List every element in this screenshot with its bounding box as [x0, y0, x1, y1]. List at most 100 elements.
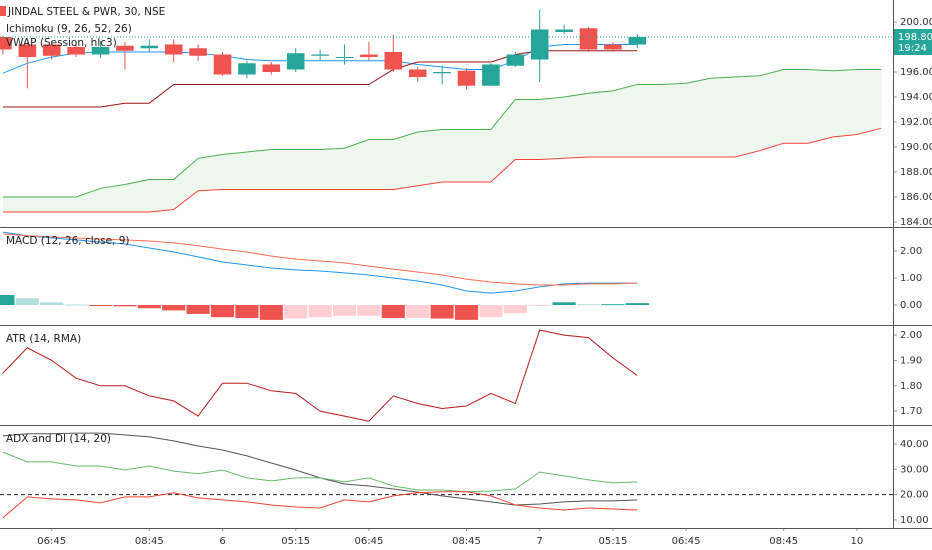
candle-body	[311, 54, 329, 56]
candle-body	[604, 44, 622, 50]
x-tick-label: 06:45	[672, 536, 701, 547]
y-tick-label: 1.80	[900, 381, 922, 392]
histogram-bar	[454, 305, 479, 320]
x-tick-label: 05:15	[281, 536, 310, 547]
candle-body	[140, 45, 159, 49]
panel-title: MACD (12, 26, close, 9)	[6, 235, 129, 247]
candle-body	[67, 47, 85, 55]
candle-body	[116, 45, 134, 51]
candle-body	[335, 57, 354, 58]
indicator-title: Ichimoku (9, 26, 52, 26)	[6, 23, 132, 35]
x-tick-label: 10	[851, 536, 864, 547]
y-tick-label: 200.00	[900, 17, 932, 28]
y-tick-label: 196.00	[900, 67, 932, 78]
candle-body	[189, 48, 207, 56]
histogram-bar	[528, 305, 552, 307]
x-tick-label: 06:45	[37, 536, 66, 547]
y-tick-label: 30.00	[900, 464, 929, 475]
histogram-bar	[479, 305, 503, 318]
candle-body	[360, 54, 378, 57]
histogram-bar	[576, 304, 601, 306]
cloud	[2, 69, 882, 212]
y-tick-label: 186.00	[900, 192, 932, 203]
line	[2, 451, 638, 493]
y-tick-label: 1.90	[900, 355, 922, 366]
x-tick-label: 05:15	[598, 536, 627, 547]
line	[2, 69, 882, 198]
line	[2, 491, 638, 519]
histogram-bar	[186, 305, 210, 314]
histogram-bar	[381, 305, 405, 318]
line	[2, 127, 882, 213]
histogram-bar	[210, 305, 235, 318]
y-tick-label: 194.00	[900, 92, 932, 103]
panel-title: ADX and DI (14, 20)	[6, 433, 111, 445]
histogram-bar	[406, 305, 430, 318]
line	[2, 233, 638, 286]
histogram-bar	[137, 305, 161, 309]
histogram-bar	[259, 305, 283, 320]
candle-body	[0, 37, 12, 50]
histogram-bar	[40, 302, 64, 306]
candle-body	[579, 28, 598, 50]
histogram-bar	[235, 305, 259, 318]
y-tick-label: 192.00	[900, 117, 932, 128]
y-tick-label: 190.00	[900, 142, 932, 153]
candle-body	[628, 37, 647, 45]
histogram-bar	[0, 295, 15, 306]
y-tick-label: 10.00	[900, 515, 929, 526]
candle-body	[164, 44, 183, 55]
histogram-bar	[88, 305, 113, 307]
candle-body	[457, 70, 476, 86]
x-tick-label: 08:45	[769, 536, 798, 547]
indicator-title: VWAP (Session, hlc3)	[6, 37, 117, 49]
chart-title: JINDAL STEEL & PWR, 30, NSE	[7, 6, 165, 18]
histogram-bar	[625, 303, 649, 306]
candle-body	[42, 44, 61, 56]
histogram-bar	[552, 302, 576, 306]
histogram-bar	[64, 304, 88, 306]
candle-body	[384, 52, 403, 70]
candle-body	[18, 44, 37, 57]
histogram-bar	[601, 304, 625, 306]
panel-title: ATR (14, RMA)	[6, 333, 81, 345]
candle-body	[91, 47, 110, 55]
histogram-bar	[308, 305, 332, 318]
y-tick-label: 1.00	[900, 273, 922, 284]
candle-body	[408, 69, 427, 77]
histogram-bar	[332, 305, 357, 316]
candle-body	[555, 29, 573, 32]
line	[2, 329, 638, 422]
y-tick-label: 188.00	[900, 167, 932, 178]
candle-body	[433, 72, 451, 74]
x-tick-label: 08:45	[135, 536, 164, 547]
y-tick-label: 40.00	[900, 439, 929, 450]
y-tick-label: 0.00	[900, 300, 922, 311]
y-tick-label: 2.00	[900, 330, 922, 341]
x-tick-label: 06:45	[354, 536, 383, 547]
x-tick-label: 6	[219, 536, 225, 547]
y-tick-label: 2.00	[900, 246, 922, 257]
histogram-bar	[113, 305, 137, 307]
histogram-bar	[15, 298, 39, 306]
candle-body	[286, 53, 305, 70]
price-label: 198.80	[898, 32, 932, 43]
candle-body	[530, 29, 549, 60]
histogram-bar	[357, 305, 381, 316]
candle-body	[482, 64, 500, 86]
histogram-bar	[430, 305, 454, 319]
candle-body	[238, 63, 256, 75]
candle-body	[506, 54, 525, 66]
x-tick-label: 08:45	[452, 536, 481, 547]
y-tick-label: 1.70	[900, 406, 922, 417]
x-tick-label: 7	[537, 536, 543, 547]
histogram-bar	[162, 305, 186, 311]
line	[2, 231, 638, 294]
candle-body	[262, 64, 281, 72]
candle-body	[213, 54, 232, 75]
histogram-bar	[503, 305, 527, 314]
countdown: 19:24	[898, 43, 927, 54]
y-tick-label: 184.00	[900, 217, 932, 228]
symbol-icon	[0, 6, 6, 16]
y-tick-label: 20.00	[900, 490, 929, 501]
